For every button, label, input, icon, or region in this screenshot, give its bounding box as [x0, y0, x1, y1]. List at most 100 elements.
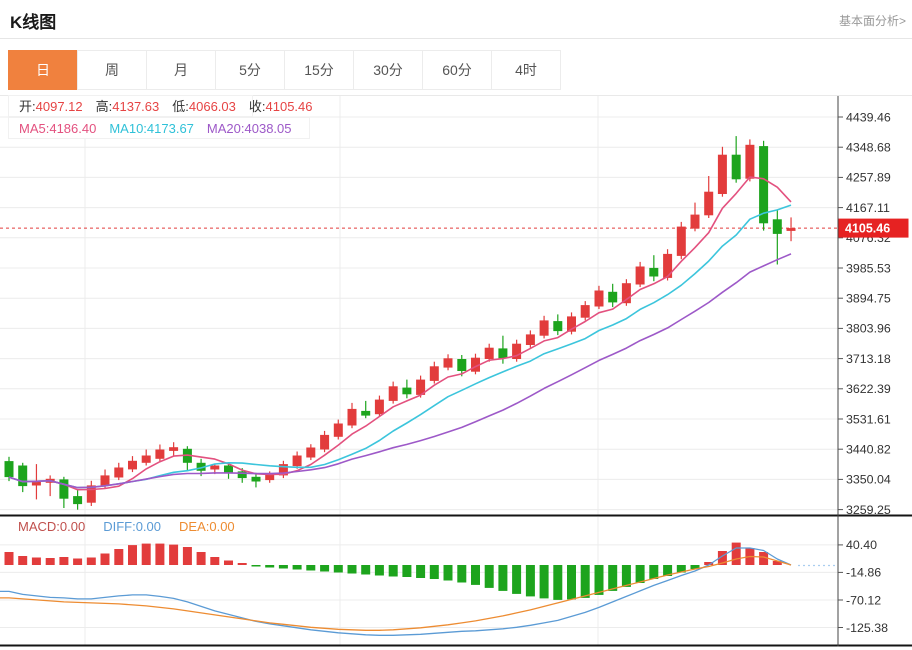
legend-item: MA10:4173.67	[109, 121, 194, 136]
tab-周[interactable]: 周	[77, 50, 147, 90]
macd-bar	[553, 565, 563, 600]
macd-bar	[663, 565, 673, 576]
dea-line	[0, 555, 792, 631]
macd-bar	[539, 565, 549, 599]
candle-up	[169, 447, 179, 451]
macd-bar	[704, 562, 714, 565]
tab-30分[interactable]: 30分	[353, 50, 423, 90]
macd-axis-label: 40.40	[846, 538, 877, 552]
candle-up	[580, 305, 590, 318]
tab-60分[interactable]: 60分	[422, 50, 492, 90]
legend-item: MA5:4186.40	[19, 121, 97, 136]
macd-bar	[278, 565, 288, 569]
macd-bar	[772, 561, 782, 565]
macd-bar	[608, 565, 618, 591]
candle-up	[374, 399, 384, 415]
candle-up	[265, 474, 275, 481]
macd-bar	[690, 565, 700, 569]
candle-up	[621, 283, 631, 304]
candle-up	[333, 423, 343, 437]
macd-bar	[374, 565, 384, 576]
tab-5分[interactable]: 5分	[215, 50, 285, 90]
macd-bar	[141, 543, 151, 565]
candle-down	[402, 387, 412, 395]
candle-up	[704, 191, 714, 216]
price-axis-label: 4257.89	[846, 171, 891, 185]
candle-down	[237, 471, 247, 479]
legend-item: DIFF:0.00	[103, 519, 162, 534]
tab-4时[interactable]: 4时	[491, 50, 561, 90]
tab-15分[interactable]: 15分	[284, 50, 354, 90]
macd-bar	[320, 565, 330, 572]
price-axis-label: 3894.75	[846, 292, 891, 306]
legend-item: DEA:0.00	[179, 519, 235, 534]
candle-up	[717, 154, 727, 194]
macd-bar	[100, 553, 110, 565]
candle-up	[210, 465, 220, 470]
candle-down	[457, 359, 467, 371]
candle-down	[73, 496, 83, 505]
macd-bar	[128, 545, 137, 565]
tab-日[interactable]: 日	[8, 50, 78, 90]
candle-down	[251, 476, 261, 482]
current-price-badge-text: 4105.46	[845, 222, 890, 236]
tab-月[interactable]: 月	[146, 50, 216, 90]
macd-bar	[731, 542, 741, 565]
macd-bar	[429, 565, 439, 579]
candle-up	[278, 464, 288, 476]
macd-bar	[114, 549, 124, 565]
macd-bar	[347, 565, 357, 574]
candle-up	[512, 343, 522, 359]
candle-up	[114, 467, 124, 478]
macd-bar	[567, 565, 576, 600]
price-axis-label: 3531.61	[846, 412, 891, 426]
macd-axis-label: -14.86	[846, 566, 881, 580]
macd-axis-label: -125.38	[846, 621, 888, 635]
macd-bar	[676, 565, 686, 573]
macd-bar	[59, 557, 69, 565]
legend-item: 收:4105.46	[248, 99, 313, 114]
candle-up	[86, 485, 96, 503]
candle-down	[731, 154, 741, 180]
macd-bar	[361, 565, 371, 575]
candle-down	[759, 146, 769, 224]
ma10-line	[8, 204, 792, 489]
macd-bar	[4, 552, 14, 565]
candle-up	[347, 408, 357, 426]
tab-bar: 日周月 5分 15分 30分 60分 4时	[8, 50, 561, 90]
candle-down	[18, 465, 28, 487]
macd-bar	[471, 565, 480, 585]
price-axis-label: 3350.04	[846, 473, 891, 487]
candle-up	[388, 386, 398, 401]
legend-item: MA20:4038.05	[206, 121, 292, 136]
candle-down	[649, 267, 659, 277]
macd-bar	[265, 565, 275, 568]
candle-up	[594, 290, 604, 307]
fundamental-analysis-link[interactable]: 基本面分析>	[838, 14, 906, 28]
macd-bar	[621, 565, 631, 587]
macd-bar	[196, 552, 206, 565]
candle-up	[128, 460, 137, 470]
candle-up	[31, 480, 41, 486]
candle-up	[525, 334, 535, 345]
candle-up	[416, 379, 426, 395]
macd-bar	[759, 552, 769, 565]
candle-up	[567, 316, 576, 332]
title-divider	[0, 38, 912, 39]
ma5-line	[8, 176, 792, 491]
candle-up	[471, 357, 480, 372]
candle-down	[224, 465, 233, 474]
macd-bar	[457, 565, 467, 583]
candle-up	[635, 266, 645, 285]
candle-down	[772, 219, 782, 234]
macd-bar	[237, 563, 247, 565]
macd-bar	[402, 565, 412, 577]
macd-bar	[580, 565, 590, 598]
macd-bar	[31, 557, 41, 565]
macd-bar	[443, 565, 453, 581]
candle-down	[498, 348, 508, 359]
candle-up	[539, 320, 549, 336]
candle-up	[292, 455, 302, 467]
price-axis-label: 3622.39	[846, 382, 891, 396]
